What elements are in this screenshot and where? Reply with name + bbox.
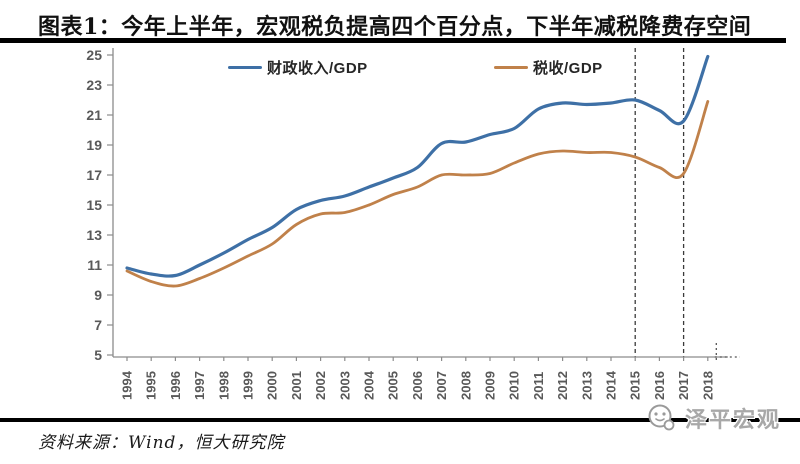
y-tick-label: 17: [86, 167, 102, 183]
x-tick-label: 2008: [458, 371, 473, 400]
y-tick-label: 11: [87, 257, 102, 273]
y-tick-label: 15: [86, 197, 102, 213]
x-tick-label: 2003: [337, 371, 352, 400]
x-tick-label: 2015: [628, 371, 643, 400]
x-tick-label: 2007: [434, 371, 449, 400]
x-tick-label: 2017: [676, 371, 691, 400]
y-tick-label: 19: [86, 137, 102, 153]
y-tick-label: 7: [94, 317, 102, 333]
zeping-macro-watermark: 泽平宏观: [645, 402, 781, 434]
face-logo-icon: [648, 404, 675, 431]
x-tick-label: 1997: [192, 371, 207, 400]
legend-label-tax: 税收/GDP: [533, 60, 603, 77]
title-divider: [0, 38, 786, 43]
y-tick-label: 5: [94, 347, 102, 363]
chart-legend: 财政收入/GDP 税收/GDP: [0, 57, 800, 79]
x-tick-label: 2012: [555, 371, 570, 400]
x-tick-label: 2000: [265, 371, 280, 400]
y-tick-label: 9: [94, 287, 102, 303]
x-tick-label: 2006: [410, 371, 425, 400]
legend-item-tax: 税收/GDP: [494, 57, 603, 78]
x-tick-label: 2009: [483, 371, 498, 400]
legend-item-fiscal-revenue: 财政收入/GDP: [228, 57, 368, 78]
x-tick-label: 2004: [362, 370, 377, 400]
legend-label-fiscal-revenue: 财政收入/GDP: [267, 60, 368, 77]
x-tick-label: 2010: [507, 371, 522, 400]
y-tick-label: 21: [86, 107, 102, 123]
x-tick-label: 2018: [700, 371, 715, 400]
fiscal-revenue-to-gdp-line: [125, 54, 710, 278]
x-tick-label: 2005: [386, 371, 401, 400]
tax-to-gdp-line: [125, 100, 710, 288]
tax-line-swatch: [494, 66, 528, 69]
x-tick-label: 1999: [241, 371, 256, 400]
x-tick-label: 1995: [144, 371, 159, 400]
x-tick-label: 2001: [289, 371, 304, 400]
figure-title: 图表1：今年上半年，宏观税负提高四个百分点，下半年减税降费存空间: [38, 14, 752, 40]
line-chart: 5 7 9 11 13 15 17 19 21 23 25 1994 1995 1996 1997 1998 1…: [86, 47, 740, 400]
y-tick-label: 13: [86, 227, 102, 243]
x-tick-label: 2013: [579, 371, 594, 400]
y-tick-label: 25: [86, 47, 102, 63]
x-tick-label: 1996: [168, 371, 183, 400]
fiscal-revenue-line-swatch: [228, 66, 262, 69]
x-tick-label: 2016: [652, 371, 667, 400]
source-note: 资料来源：Wind，恒大研究院: [38, 433, 285, 453]
x-tick-label: 1994: [120, 370, 135, 400]
x-tick-label: 2011: [531, 372, 546, 400]
footer-divider: [0, 418, 800, 422]
x-tick-label: 2014: [604, 370, 619, 400]
x-tick-label: 1998: [216, 371, 231, 400]
x-tick-label: 2002: [313, 371, 328, 400]
y-tick-label: 23: [86, 77, 102, 93]
watermark-label: 泽平宏观: [685, 407, 782, 432]
